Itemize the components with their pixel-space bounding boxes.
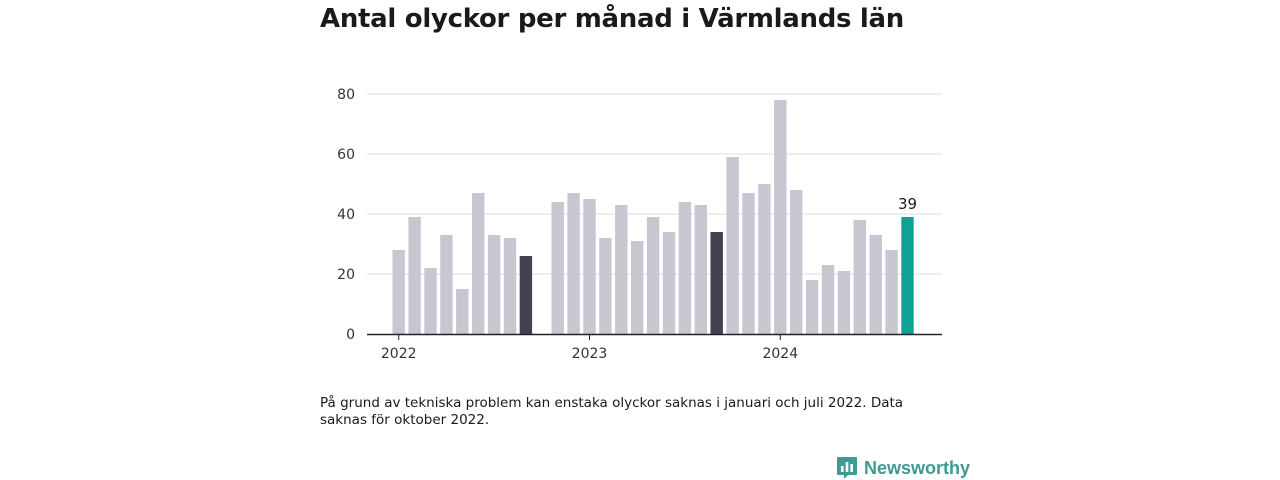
- y-tick-label: 80: [337, 87, 355, 103]
- x-tick-label: 2023: [572, 346, 608, 362]
- bar-2023-08: [694, 205, 707, 334]
- bar-2023-06: [662, 232, 676, 334]
- bar-2022-11: [551, 202, 564, 334]
- bar-2022-01: [392, 250, 405, 334]
- footnote: På grund av tekniska problem kan enstaka…: [320, 395, 904, 428]
- bar-2023-09: [710, 232, 723, 334]
- bar-2024-04: [821, 265, 835, 334]
- y-tick-label: 20: [337, 267, 355, 283]
- x-tick-label: 2024: [762, 346, 798, 362]
- y-tick-label: 0: [346, 327, 355, 343]
- bar-chart-icon: [837, 457, 857, 479]
- x-tick-label: 2022: [381, 346, 417, 362]
- y-tick-label: 40: [337, 207, 355, 223]
- bar-2023-04: [631, 241, 644, 334]
- bar-2023-03: [615, 205, 628, 334]
- bar-2022-05: [456, 289, 469, 334]
- bar-2022-03: [424, 268, 437, 334]
- bar-2022-07: [487, 235, 501, 334]
- bar-2024-02: [790, 190, 803, 334]
- bar-2024-05: [837, 271, 851, 334]
- bars: [392, 100, 914, 334]
- brand-name: Newsworthy: [864, 457, 971, 478]
- bar-2022-04: [440, 235, 453, 334]
- data-label: 39: [898, 195, 917, 213]
- bar-2024-08: [885, 250, 898, 334]
- bar-2023-10: [726, 157, 739, 334]
- bar-2022-12: [567, 193, 580, 334]
- chart-title: Antal olyckor per månad i Värmlands län: [320, 4, 905, 34]
- bar-2023-01: [583, 199, 596, 334]
- bar-2023-07: [678, 202, 692, 334]
- y-axis-ticks: 0 20 40 60 80: [337, 87, 355, 343]
- bar-2022-02: [408, 217, 421, 334]
- bar-2023-05: [646, 217, 660, 334]
- brand-logo[interactable]: Newsworthy: [836, 456, 970, 480]
- bar-2022-09: [519, 256, 533, 334]
- x-axis-ticks: 2022 2023 2024: [381, 334, 798, 362]
- bar-2023-11: [742, 193, 755, 334]
- bar-2022-06: [472, 193, 485, 334]
- bar-2024-07: [869, 235, 882, 334]
- bar-2023-02: [599, 238, 612, 334]
- y-tick-label: 60: [337, 147, 355, 163]
- bar-2024-06: [853, 220, 866, 334]
- bar-2024-03: [805, 280, 819, 334]
- bar-2022-08: [503, 238, 517, 334]
- bar-2023-12: [758, 184, 771, 334]
- bar-2024-09: [901, 217, 914, 334]
- data-labels: 39: [898, 195, 917, 213]
- bar-chart: 0 20 40 60 80 39 2022 2023 2024: [337, 87, 942, 362]
- bar-2024-01: [774, 100, 787, 334]
